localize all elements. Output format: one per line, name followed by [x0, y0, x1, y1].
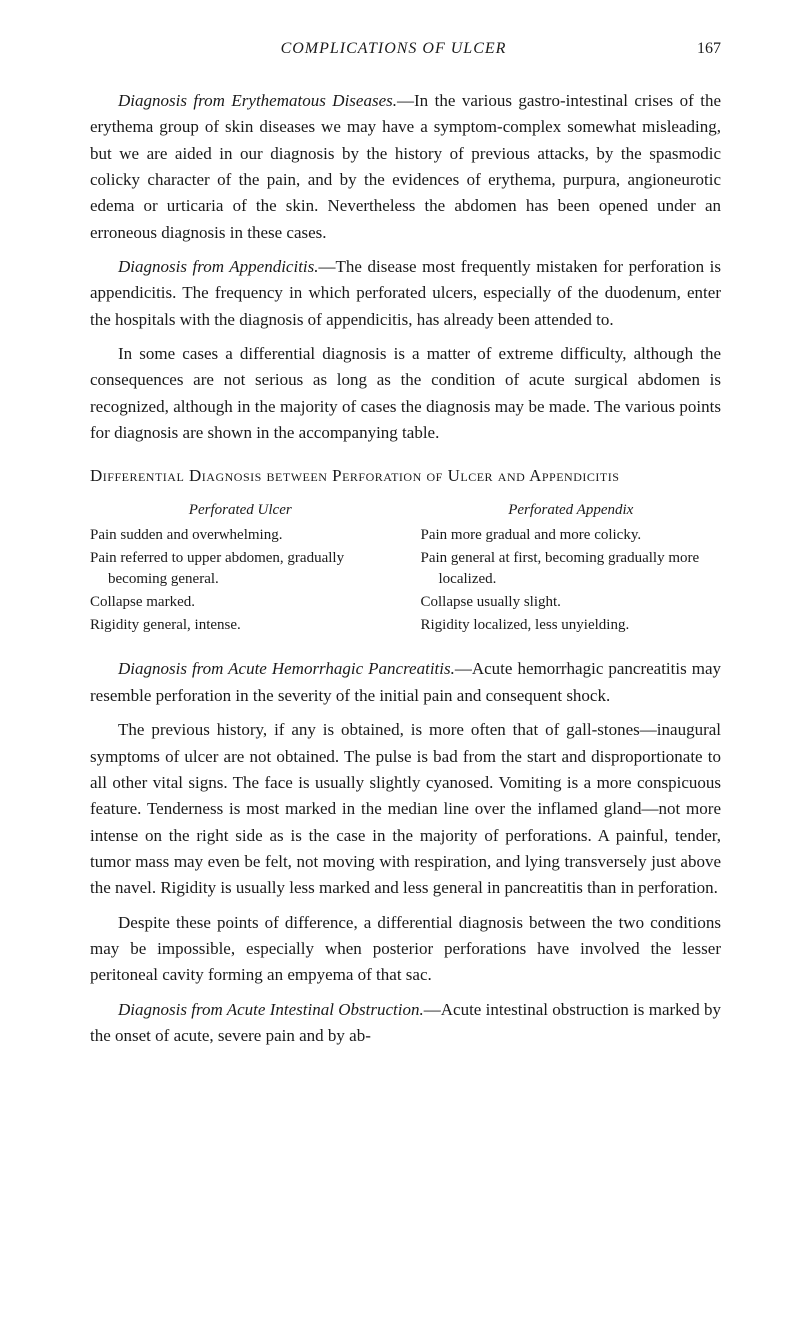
section-heading: Differential Diagnosis between Perforati…	[90, 466, 721, 486]
comparison-table: Perforated Ulcer Pain sudden and overwhe…	[90, 500, 721, 638]
right-column-heading: Perforated Appendix	[421, 500, 722, 521]
list-item: Rigidity localized, less unyielding.	[421, 615, 722, 636]
paragraph-pancreatitis: Diagnosis from Acute Hemorrhagic Pancrea…	[90, 656, 721, 709]
list-item: Collapse marked.	[90, 592, 391, 613]
page-header: COMPLICATIONS OF ULCER 167	[90, 40, 721, 58]
paragraph-erythematous: Diagnosis from Erythematous Diseases.—In…	[90, 88, 721, 246]
page-container: COMPLICATIONS OF ULCER 167 Diagnosis fro…	[0, 0, 801, 1340]
right-column: Perforated Appendix Pain more gradual an…	[421, 500, 722, 638]
list-item: Pain sudden and overwhelming.	[90, 525, 391, 546]
lead-phrase: Diagnosis from Acute Intestinal Obstruct…	[118, 1000, 424, 1019]
header-title: COMPLICATIONS OF ULCER	[281, 40, 507, 58]
list-item: Pain general at first, becoming graduall…	[421, 548, 722, 590]
header-page-number: 167	[697, 40, 721, 58]
lead-phrase: Diagnosis from Appendicitis.	[118, 257, 319, 276]
left-column: Perforated Ulcer Pain sudden and overwhe…	[90, 500, 391, 638]
paragraph-body: Despite these points of difference, a di…	[90, 913, 721, 985]
paragraph-body: —In the various gastro-intestinal crises…	[90, 91, 721, 242]
list-item: Pain referred to upper abdomen, graduall…	[90, 548, 391, 590]
paragraph-appendicitis: Diagnosis from Appendicitis.—The disease…	[90, 254, 721, 333]
left-column-heading: Perforated Ulcer	[90, 500, 391, 521]
paragraph-differential: In some cases a differential diagnosis i…	[90, 341, 721, 446]
paragraph-body: In some cases a differential diagnosis i…	[90, 344, 721, 442]
list-item: Pain more gradual and more colicky.	[421, 525, 722, 546]
paragraph-obstruction: Diagnosis from Acute Intestinal Obstruct…	[90, 997, 721, 1050]
lead-phrase: Diagnosis from Acute Hemorrhagic Pancrea…	[118, 659, 455, 678]
paragraph-body: The previous history, if any is obtained…	[90, 720, 721, 897]
list-item: Collapse usually slight.	[421, 592, 722, 613]
lead-phrase: Diagnosis from Erythematous Diseases.	[118, 91, 397, 110]
list-item: Rigidity general, intense.	[90, 615, 391, 636]
paragraph-despite: Despite these points of difference, a di…	[90, 910, 721, 989]
paragraph-history: The previous history, if any is obtained…	[90, 717, 721, 901]
